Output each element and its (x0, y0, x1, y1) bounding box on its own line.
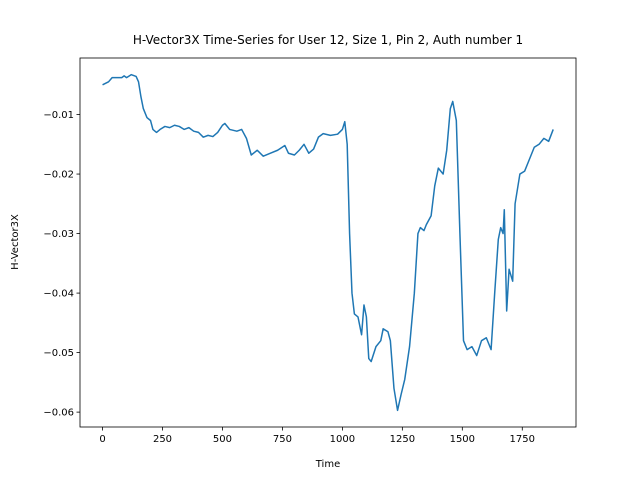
x-tick-label: 1750 (510, 434, 535, 445)
chart-title: H-Vector3X Time-Series for User 12, Size… (133, 33, 523, 47)
y-axis-label: H-Vector3X (10, 214, 21, 270)
data-line (102, 73, 554, 412)
x-tick-label: 250 (153, 434, 172, 445)
x-tick-label: 500 (213, 434, 232, 445)
y-tick-label: −0.06 (43, 408, 74, 419)
x-tick-label: 750 (273, 434, 292, 445)
x-axis-label: Time (315, 459, 340, 470)
x-tick-label: 1250 (390, 434, 415, 445)
x-tick-label: 0 (99, 434, 105, 445)
x-tick-label: 1500 (450, 434, 475, 445)
y-tick-label: −0.05 (43, 348, 74, 359)
y-tick-label: −0.01 (43, 110, 74, 121)
y-tick-label: −0.02 (43, 170, 74, 181)
x-tick-label: 1000 (330, 434, 355, 445)
y-tick-label: −0.04 (43, 289, 74, 300)
plot-frame (79, 57, 577, 428)
y-tick-label: −0.03 (43, 229, 74, 240)
